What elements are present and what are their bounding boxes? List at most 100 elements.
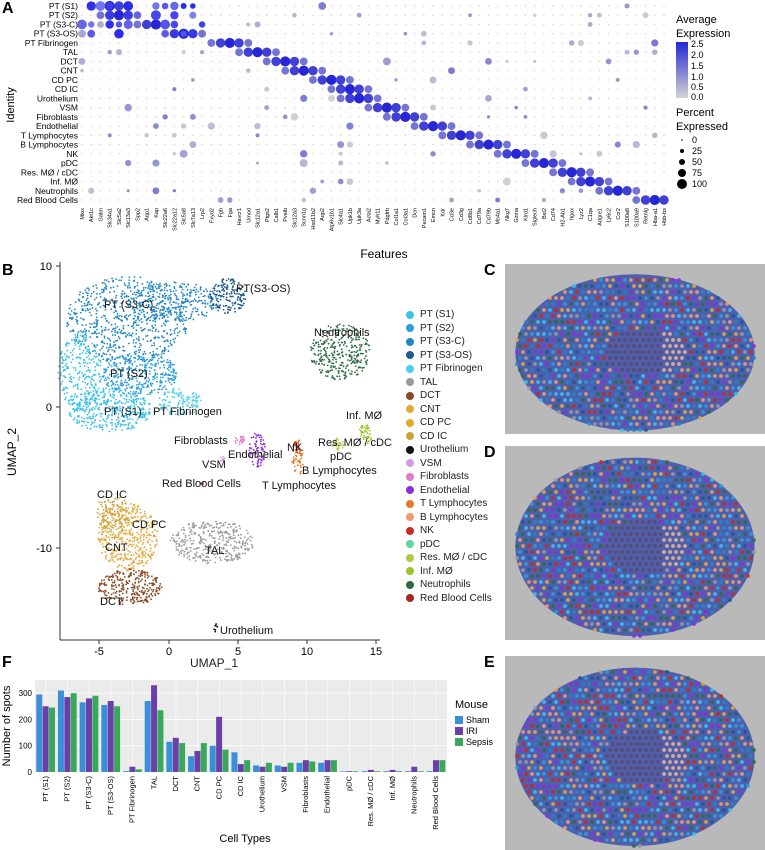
umap-point bbox=[366, 427, 369, 429]
expression-dot bbox=[247, 33, 249, 35]
umap-point bbox=[358, 331, 361, 334]
umap-point bbox=[299, 472, 302, 475]
expression-dot bbox=[127, 116, 129, 118]
expression-dot bbox=[201, 199, 203, 201]
umap-point bbox=[195, 288, 198, 291]
umap-point bbox=[194, 307, 197, 309]
expression-dot bbox=[164, 106, 166, 109]
expression-dot bbox=[298, 65, 309, 76]
expression-dot bbox=[303, 106, 305, 109]
umap-point bbox=[144, 352, 147, 355]
expression-dot bbox=[524, 134, 527, 137]
umap-point bbox=[100, 403, 103, 406]
expression-dot bbox=[182, 97, 185, 100]
umap-point bbox=[152, 293, 155, 296]
umap-point bbox=[234, 310, 237, 313]
umap-point bbox=[97, 508, 100, 511]
expression-dot bbox=[192, 88, 194, 90]
umap-point bbox=[126, 285, 129, 288]
umap-point bbox=[99, 522, 101, 525]
umap-point bbox=[165, 314, 168, 316]
umap-point bbox=[146, 306, 149, 309]
umap-point bbox=[358, 344, 361, 346]
umap-point bbox=[117, 422, 120, 425]
expression-dot bbox=[543, 106, 545, 109]
umap-point bbox=[126, 371, 129, 374]
pct-legend-dot bbox=[677, 179, 687, 189]
umap-point bbox=[96, 391, 99, 393]
umap-point bbox=[144, 382, 147, 384]
expression-dot bbox=[207, 122, 215, 130]
expression-dot bbox=[460, 14, 462, 16]
umap-point bbox=[69, 313, 72, 316]
umap-point bbox=[137, 392, 140, 395]
umap-point bbox=[173, 281, 176, 283]
umap-point bbox=[101, 375, 104, 378]
expression-dot bbox=[395, 153, 397, 155]
umap-point bbox=[162, 336, 165, 339]
expression-dot bbox=[293, 199, 296, 201]
umap-point bbox=[119, 305, 121, 308]
umap-point bbox=[141, 303, 144, 306]
umap-point bbox=[145, 380, 148, 382]
umap-point bbox=[121, 423, 124, 426]
expression-dot bbox=[81, 153, 83, 155]
umap-point bbox=[160, 361, 163, 364]
umap-point bbox=[74, 301, 77, 304]
umap-point bbox=[144, 556, 147, 559]
expression-dot bbox=[210, 60, 213, 63]
umap-point bbox=[188, 555, 191, 557]
umap-point bbox=[140, 291, 143, 294]
umap-point bbox=[133, 405, 136, 408]
umap-point bbox=[337, 372, 340, 374]
expression-dot bbox=[506, 23, 508, 26]
identity-label: PT Fibrinogen bbox=[25, 38, 79, 48]
umap-point bbox=[228, 299, 231, 302]
expression-dot bbox=[275, 97, 277, 100]
umap-point bbox=[81, 335, 84, 338]
umap-point bbox=[141, 363, 144, 366]
umap-point bbox=[108, 338, 111, 341]
expression-dot bbox=[272, 48, 280, 57]
umap-point bbox=[80, 330, 82, 332]
umap-point bbox=[184, 297, 187, 300]
expression-dot bbox=[654, 171, 656, 173]
umap-point bbox=[117, 386, 120, 388]
umap-point bbox=[342, 328, 345, 330]
umap-point bbox=[367, 344, 370, 347]
umap-point bbox=[108, 346, 111, 349]
umap-point bbox=[121, 515, 124, 518]
umap-point bbox=[123, 315, 126, 318]
expression-dot bbox=[506, 51, 508, 53]
umap-point bbox=[86, 413, 89, 416]
umap-point bbox=[337, 353, 340, 356]
umap-point bbox=[131, 385, 134, 388]
umap-point bbox=[79, 311, 82, 314]
umap-point bbox=[139, 349, 142, 351]
umap-point bbox=[336, 375, 338, 378]
umap-point bbox=[333, 356, 336, 359]
umap-point bbox=[145, 369, 148, 372]
expression-dot bbox=[219, 79, 222, 81]
umap-point bbox=[156, 302, 159, 305]
umap-point bbox=[109, 340, 112, 342]
umap-point bbox=[140, 534, 143, 537]
expression-dot bbox=[624, 49, 630, 55]
umap-point bbox=[79, 334, 82, 337]
umap-point bbox=[180, 291, 183, 294]
expression-dot bbox=[210, 33, 213, 35]
expression-dot bbox=[312, 106, 314, 109]
umap-point bbox=[364, 343, 367, 346]
umap-point bbox=[130, 399, 133, 402]
umap-point bbox=[200, 311, 203, 314]
umap-point bbox=[117, 527, 120, 530]
umap-point bbox=[76, 407, 79, 409]
pct-tick: 100 bbox=[692, 179, 707, 189]
expression-dot bbox=[635, 88, 637, 90]
expression-dot bbox=[626, 60, 628, 63]
umap-point bbox=[137, 555, 140, 558]
umap-point bbox=[233, 280, 236, 283]
expression-dot bbox=[293, 33, 296, 35]
expression-dot bbox=[182, 23, 185, 26]
umap-point bbox=[242, 302, 245, 305]
